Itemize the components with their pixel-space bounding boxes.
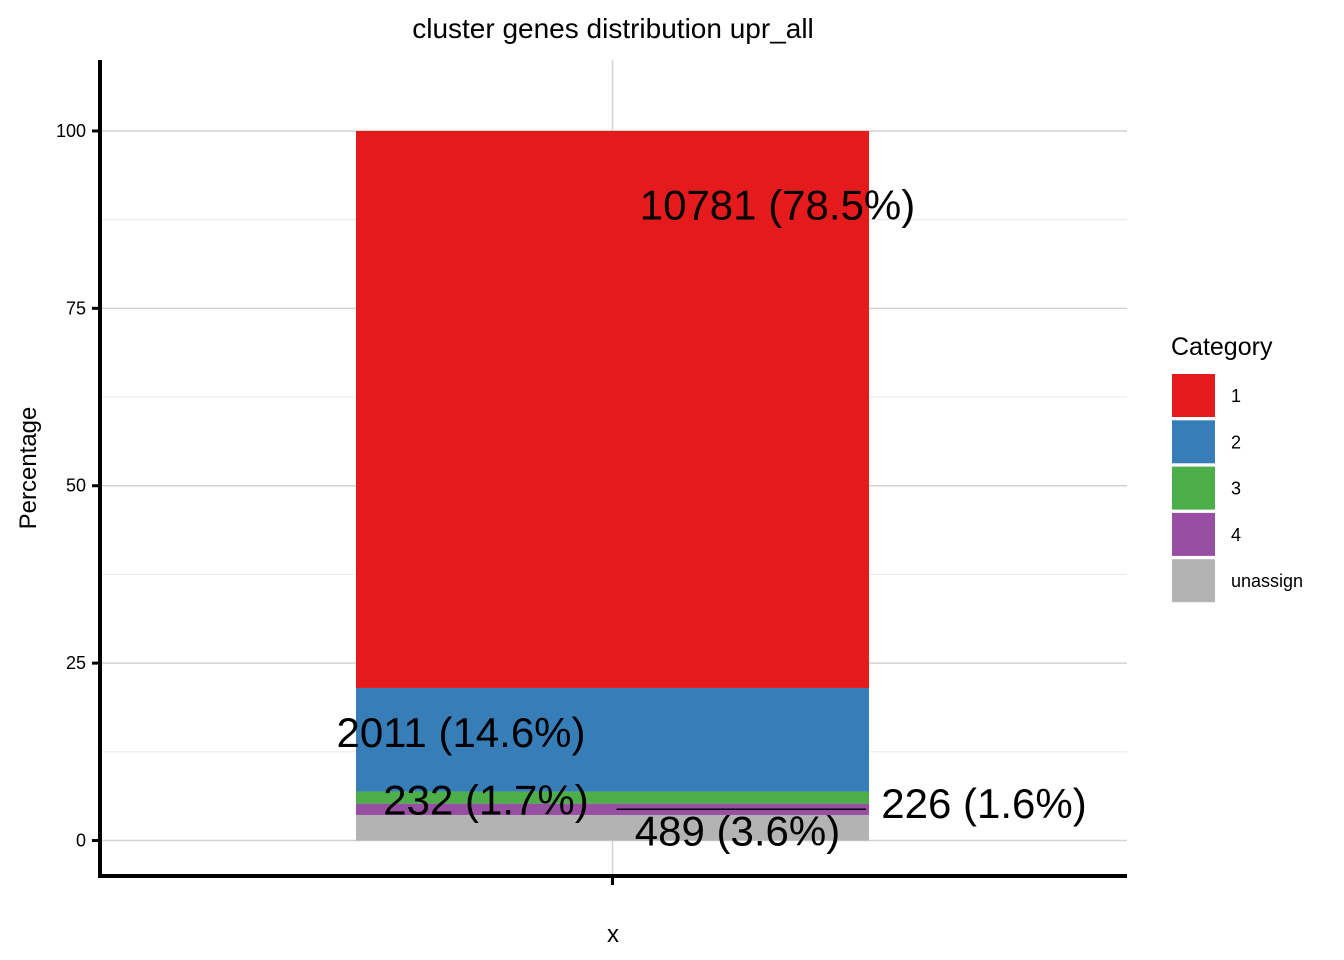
chart-title: cluster genes distribution upr_all xyxy=(412,13,814,44)
legend-key-3 xyxy=(1172,466,1215,510)
data-label-3: 232 (1.7%) xyxy=(383,776,588,823)
legend-label-1: 1 xyxy=(1231,386,1241,406)
bar-segments xyxy=(356,130,869,841)
bar-segment-2 xyxy=(356,687,869,792)
bar-segment-unassign xyxy=(356,814,869,841)
y-tick-label: 50 xyxy=(66,476,86,496)
legend: Category 1 2 3 4 unassign xyxy=(1171,333,1303,603)
y-axis-title: Percentage xyxy=(15,407,42,530)
bar-segment-3 xyxy=(356,791,869,804)
data-label-1: 10781 (78.5%) xyxy=(640,182,916,229)
legend-label-4: 4 xyxy=(1231,525,1241,545)
legend-key-unassign xyxy=(1172,559,1215,603)
bar-segment-4 xyxy=(356,803,869,815)
y-tick-label: 25 xyxy=(66,653,86,673)
bar-segment-1 xyxy=(356,130,869,688)
y-tick-label: 75 xyxy=(66,298,86,318)
data-label-unassign: 489 (3.6%) xyxy=(635,807,840,854)
legend-label-2: 2 xyxy=(1231,432,1241,452)
data-labels: 489 (3.6%) 226 (1.6%) 232 (1.7%) 2011 (14.6… xyxy=(336,182,1086,855)
x-axis-title: x xyxy=(607,921,619,948)
y-tick-label: 0 xyxy=(76,831,86,851)
legend-key-4 xyxy=(1172,512,1215,556)
legend-title: Category xyxy=(1171,333,1273,361)
legend-label-unassign: unassign xyxy=(1231,571,1303,591)
legend-label-3: 3 xyxy=(1231,479,1241,499)
legend-key-1 xyxy=(1172,374,1215,417)
axes: 0 25 50 75 100 xyxy=(56,60,1127,885)
y-tick-label: 100 xyxy=(56,121,86,141)
data-label-2: 2011 (14.6%) xyxy=(336,709,585,756)
legend-key-2 xyxy=(1172,420,1215,464)
data-label-4: 226 (1.6%) xyxy=(881,780,1086,827)
